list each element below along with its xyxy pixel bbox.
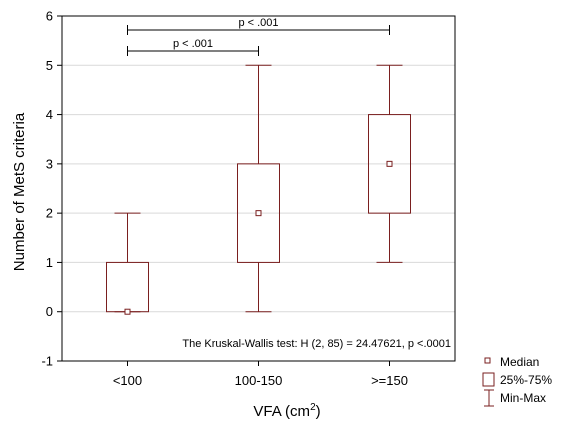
x-axis-title-superscript: 2 [310, 402, 316, 413]
x-tick-label-1: 100-150 [235, 373, 283, 388]
legend-minmax-label: Min-Max [500, 391, 546, 405]
x-tick-label-2: >=150 [371, 373, 408, 388]
x-axis-title-main: VFA (cm [253, 403, 310, 420]
y-tick-label-6: 6 [46, 9, 53, 24]
box-iqr [106, 261, 149, 313]
y-tick-label-1: 1 [46, 255, 53, 270]
y-tick-label-5: 5 [46, 58, 53, 73]
x-tick-label-0: <100 [113, 373, 142, 388]
y-axis: -1 0 1 2 3 4 5 6 [41, 9, 62, 369]
y-tick-label-0: 0 [46, 304, 53, 319]
y-tick-label-2: 2 [46, 206, 53, 221]
comparison-brackets: p < .001 p < .001 [127, 17, 390, 56]
y-tick-label--1: -1 [41, 354, 53, 369]
median-marker [255, 210, 262, 217]
box-0 [106, 212, 149, 315]
y-tick-label-3: 3 [46, 156, 53, 171]
box-iqr [368, 114, 411, 214]
x-axis-title-end: ) [316, 403, 321, 420]
median-marker [124, 308, 131, 315]
legend-quartile-marker [482, 372, 495, 387]
bracket-label: p < .001 [173, 38, 213, 50]
box-2 [368, 64, 411, 263]
bracket-1: p < .001 [127, 17, 390, 35]
legend-quartile-label: 25%-75% [500, 373, 552, 387]
median-marker [386, 160, 393, 167]
y-axis-title: Number of MetS criteria [11, 112, 28, 271]
box-series [106, 64, 411, 315]
legend-median-marker [484, 357, 491, 364]
y-tick-label-4: 4 [46, 107, 53, 122]
x-axis: <100 100-150 >=150 [113, 361, 408, 388]
x-axis-title: VFA (cm2) [253, 402, 320, 420]
kruskal-wallis-annotation: The Kruskal-Wallis test: H (2, 85) = 24.… [182, 338, 451, 350]
box-1 [237, 64, 280, 313]
bracket-label: p < .001 [238, 17, 278, 29]
box-iqr [237, 163, 280, 263]
bracket-0: p < .001 [127, 38, 259, 56]
legend-median-label: Median [500, 355, 539, 369]
legend: Median 25%-75% Min-Max [482, 355, 552, 407]
